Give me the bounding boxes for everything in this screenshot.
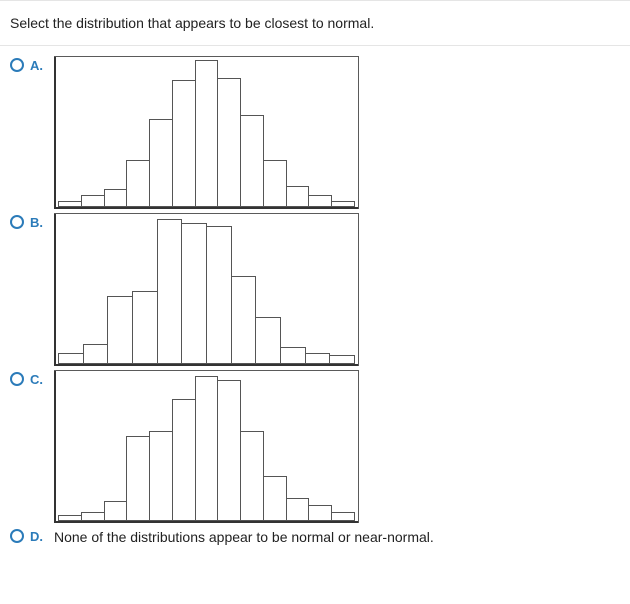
histogram-bar — [58, 201, 82, 207]
histogram-bar — [181, 223, 207, 364]
histogram-bar — [280, 347, 306, 364]
histogram-bar — [331, 201, 355, 207]
radio-b[interactable] — [10, 215, 24, 229]
histogram-bar — [206, 226, 232, 364]
histogram-bar — [126, 436, 150, 521]
radio-d[interactable] — [10, 529, 24, 543]
histogram-bar — [83, 344, 109, 364]
histogram-bar — [58, 353, 84, 364]
question-text: Select the distribution that appears to … — [0, 1, 630, 46]
histogram-bar — [286, 498, 310, 521]
histogram-bar — [126, 160, 150, 207]
histogram-bar — [240, 431, 264, 521]
option-label-d: D. — [30, 529, 50, 544]
histogram-bar — [81, 195, 105, 207]
options-container: A. B. C. D. None of the distributions ap… — [0, 46, 630, 559]
histogram-bar — [195, 60, 219, 207]
histogram-bar — [263, 476, 287, 521]
histogram-bar — [172, 80, 196, 207]
radio-a[interactable] — [10, 58, 24, 72]
radio-c[interactable] — [10, 372, 24, 386]
histogram-bar — [255, 317, 281, 364]
option-row-c: C. — [10, 370, 620, 523]
histogram-bar — [132, 291, 158, 365]
chart-b — [54, 213, 359, 366]
option-d-text: None of the distributions appear to be n… — [54, 529, 434, 545]
histogram-bar — [107, 296, 133, 364]
histogram-bar — [104, 501, 128, 521]
histogram-bar — [331, 512, 355, 521]
histogram-bar — [149, 119, 173, 207]
histogram-bar — [81, 512, 105, 521]
histogram-bar — [172, 399, 196, 521]
histogram-bar — [104, 189, 128, 207]
histogram-bar — [217, 78, 241, 207]
histogram-bar — [195, 376, 219, 521]
option-label-c: C. — [30, 372, 50, 387]
histogram-bar — [286, 186, 310, 207]
chart-a — [54, 56, 359, 209]
histogram-bar — [217, 380, 241, 521]
histogram-bar — [329, 355, 355, 364]
histogram-bar — [157, 219, 183, 364]
option-label-b: B. — [30, 215, 50, 230]
histogram-bar — [263, 160, 287, 207]
histogram-bar — [240, 115, 264, 207]
option-row-d: D. None of the distributions appear to b… — [10, 527, 620, 545]
histogram-bar — [305, 353, 331, 364]
option-label-a: A. — [30, 58, 50, 73]
histogram-bar — [308, 505, 332, 521]
option-row-a: A. — [10, 56, 620, 209]
histogram-bar — [58, 515, 82, 521]
chart-c — [54, 370, 359, 523]
histogram-bar — [149, 431, 173, 521]
histogram-bar — [231, 276, 257, 364]
histogram-bar — [308, 195, 332, 207]
option-row-b: B. — [10, 213, 620, 366]
